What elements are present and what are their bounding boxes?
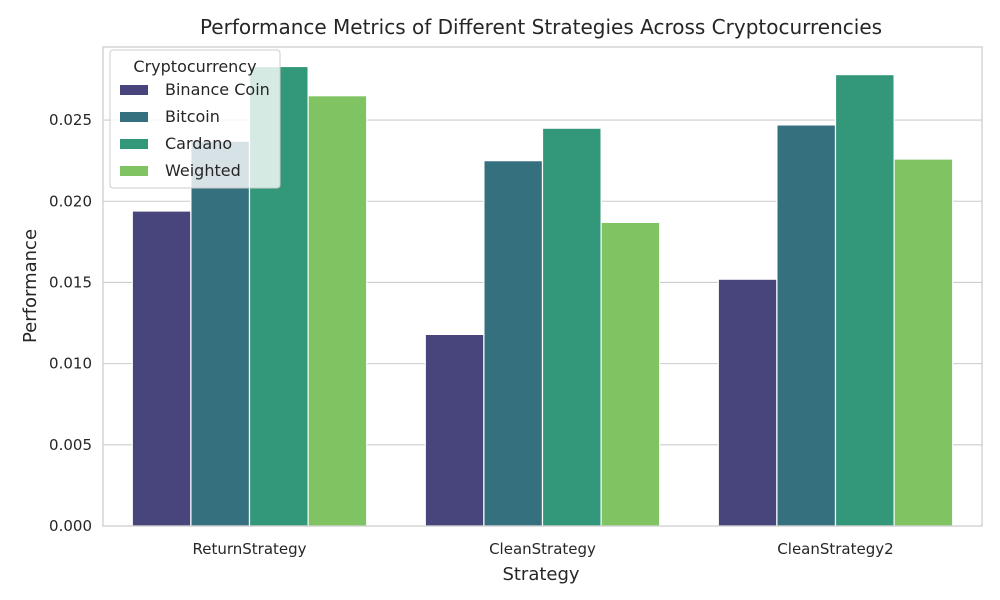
y-tick-label: 0.025 <box>49 111 92 129</box>
legend-label: Weighted <box>165 161 241 180</box>
y-tick-label: 0.015 <box>49 273 92 291</box>
bar-cardano <box>541 127 602 527</box>
legend-swatch <box>120 112 148 122</box>
legend-label: Cardano <box>165 134 232 153</box>
legend-items: Binance Coin Bitcoin Cardano Weighted <box>120 80 270 180</box>
bar-binance-coin <box>717 278 778 527</box>
y-tick-label: 0.020 <box>49 192 92 210</box>
legend-swatch <box>120 166 148 176</box>
bars <box>131 65 954 527</box>
legend: Cryptocurrency Binance Coin Bitcoin Cardan… <box>109 49 281 189</box>
x-tick-labels: ReturnStrategy CleanStrategy CleanStrategy… <box>192 540 893 558</box>
bar-bitcoin <box>483 160 544 527</box>
x-tick-label: ReturnStrategy <box>192 540 306 558</box>
legend-box <box>109 49 281 189</box>
legend-title: Cryptocurrency <box>133 57 256 76</box>
y-tick-labels: 0.000 0.005 0.010 0.015 0.020 0.025 <box>49 111 92 535</box>
x-axis-label: Strategy <box>502 564 579 585</box>
plot-frame <box>102 46 983 527</box>
y-tick-label: 0.000 <box>49 517 92 535</box>
bar-weighted <box>600 221 661 527</box>
bar-binance-coin <box>131 210 192 527</box>
bar-bitcoin <box>190 140 251 527</box>
bar-weighted <box>893 158 954 527</box>
bar-weighted <box>307 95 368 527</box>
x-tick-label: CleanStrategy <box>489 540 596 558</box>
bar-cardano <box>834 74 895 527</box>
legend-swatch <box>120 85 148 95</box>
y-tick-label: 0.005 <box>49 436 92 454</box>
legend-label: Bitcoin <box>165 107 220 126</box>
y-axis-label: Performance <box>20 229 41 343</box>
legend-label: Binance Coin <box>165 80 270 99</box>
x-tick-label: CleanStrategy2 <box>777 540 893 558</box>
legend-swatch <box>120 139 148 149</box>
bar-binance-coin <box>424 333 485 527</box>
bar-bitcoin <box>776 124 837 527</box>
chart-title: Performance Metrics of Different Strateg… <box>200 15 882 39</box>
y-tick-label: 0.010 <box>49 355 92 373</box>
